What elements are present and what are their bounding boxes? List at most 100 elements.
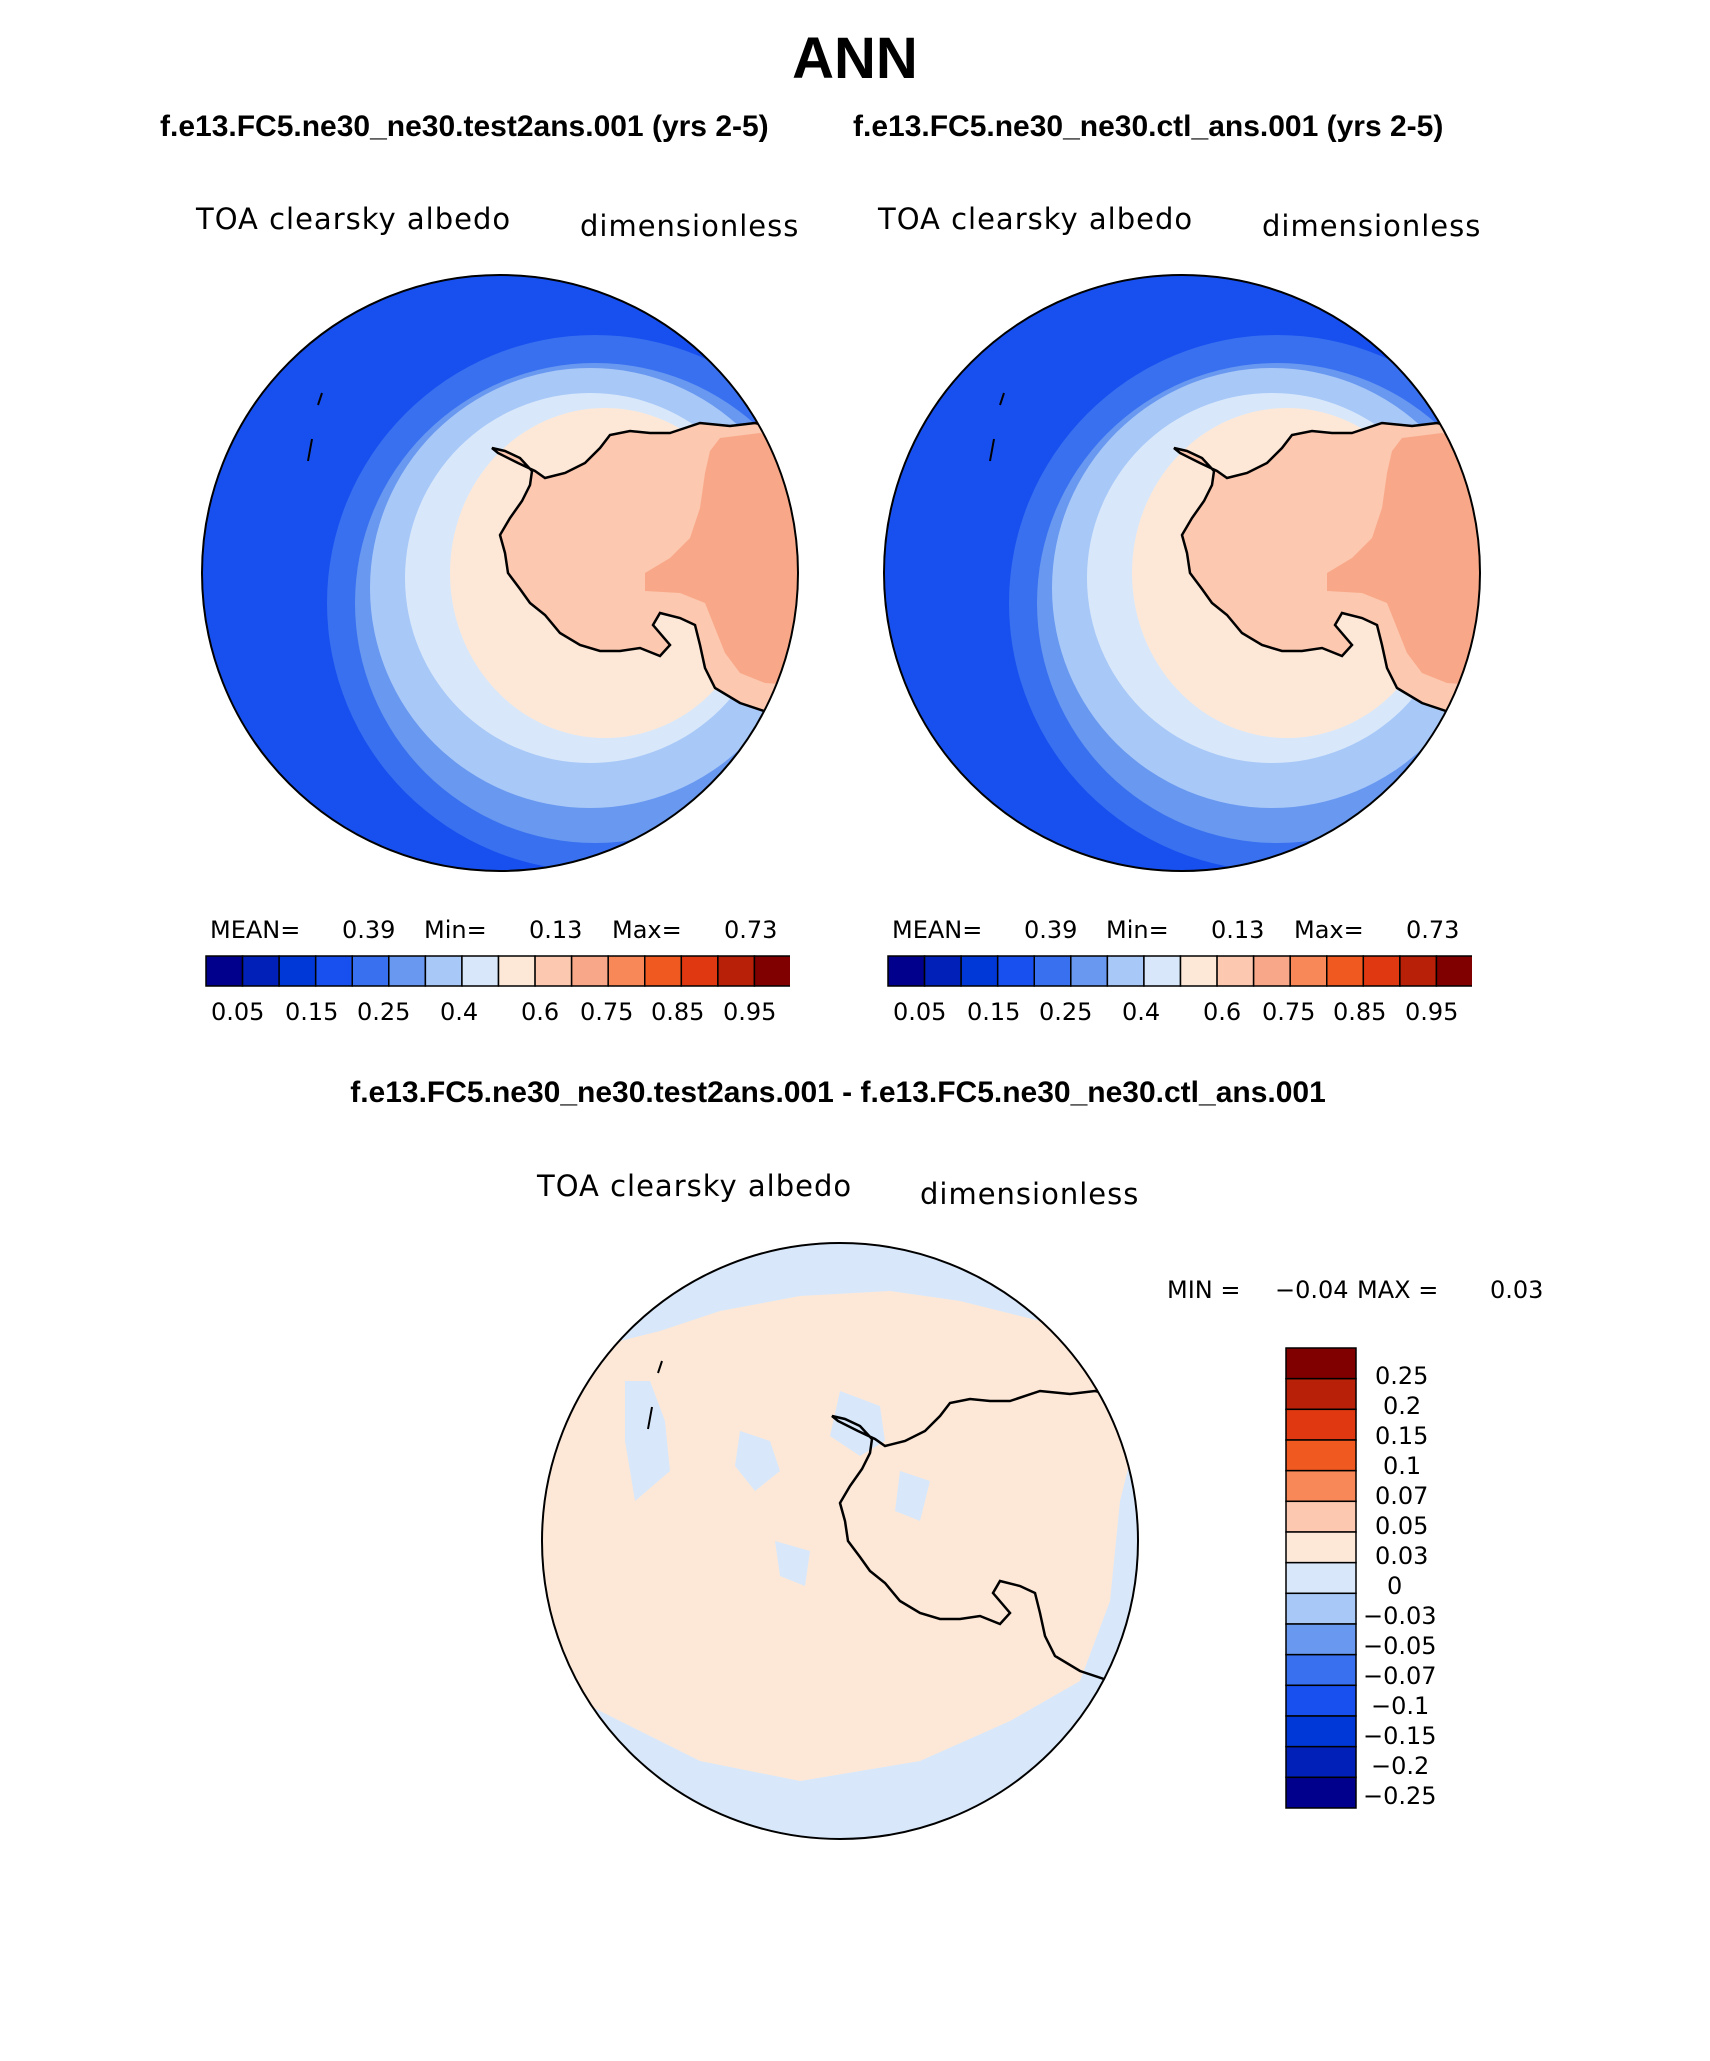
- colorbar-swatch: [753, 955, 790, 987]
- diff-cbar-tick: 0.05: [1375, 1512, 1429, 1540]
- colorbar-swatch: [680, 955, 719, 987]
- ctl-units-label: dimensionless: [1262, 209, 1482, 243]
- diff-case-title: f.e13.FC5.ne30_ne30.test2ans.001 - f.e13…: [350, 1076, 1326, 1109]
- colorbar-swatch: [1285, 1653, 1357, 1687]
- ctl-variable-label: TOA clearsky albedo: [878, 202, 1194, 236]
- colorbar-swatch: [1285, 1684, 1357, 1717]
- colorbar-swatch: [1285, 1592, 1357, 1625]
- ctl-cbar-tick: 0.05: [893, 998, 947, 1026]
- diff-max-value: 0.03: [1490, 1276, 1544, 1304]
- colorbar-swatch: [461, 955, 500, 987]
- colorbar-swatch: [1285, 1715, 1357, 1748]
- test-cbar-tick: 0.25: [357, 998, 411, 1026]
- diff-neg-region: [542, 1421, 1138, 1839]
- diff-cbar-tick: 0.15: [1375, 1422, 1429, 1450]
- ctl-min-label: Min=: [1106, 916, 1169, 944]
- ctl-max-value: 0.73: [1406, 916, 1460, 944]
- test-cbar-tick: 0.15: [285, 998, 339, 1026]
- colorbar-swatch: [1143, 955, 1182, 987]
- test-case-title: f.e13.FC5.ne30_ne30.test2ans.001 (yrs 2-…: [160, 110, 769, 143]
- diff-cbar-tick: 0: [1387, 1572, 1403, 1600]
- colorbar-swatch: [1179, 955, 1218, 987]
- figure-title: ANN: [792, 26, 918, 91]
- test-max-value: 0.73: [724, 916, 778, 944]
- test-colorbar: [205, 955, 790, 987]
- colorbar-swatch: [644, 955, 683, 987]
- colorbar-swatch: [996, 955, 1036, 987]
- map-border: [541, 1242, 1139, 1840]
- colorbar-swatch: [717, 955, 756, 987]
- ctl-cbar-tick: 0.75: [1262, 998, 1316, 1026]
- test-min-value: 0.13: [529, 916, 583, 944]
- colorbar-swatch: [497, 955, 536, 987]
- diff-neg-region: [895, 1471, 930, 1521]
- colorbar-swatch: [1106, 955, 1145, 987]
- colorbar-swatch: [1285, 1531, 1357, 1564]
- diff-cbar-tick: 0.07: [1375, 1482, 1429, 1510]
- colorbar-swatch: [1070, 955, 1109, 987]
- ctl-cbar-tick: 0.85: [1333, 998, 1387, 1026]
- colorbar-swatch: [1252, 955, 1291, 987]
- colorbar-swatch: [1285, 1408, 1357, 1441]
- colorbar-swatch: [1289, 955, 1328, 987]
- colorbar-swatch: [1285, 1623, 1357, 1656]
- diff-cbar-tick: 0.1: [1383, 1452, 1422, 1480]
- colorbar-swatch: [1362, 955, 1401, 987]
- colorbar-swatch: [1285, 1377, 1357, 1411]
- colorbar-swatch: [388, 955, 427, 987]
- colorbar-swatch: [1285, 1776, 1357, 1809]
- colorbar-swatch: [351, 955, 390, 987]
- colorbar-swatch: [424, 955, 463, 987]
- diff-neg-region: [775, 1541, 810, 1586]
- colorbar-swatch: [570, 955, 609, 987]
- test-cbar-tick: 0.4: [440, 998, 479, 1026]
- diff-cbar-tick: −0.05: [1363, 1632, 1437, 1660]
- colorbar-swatch: [278, 955, 317, 987]
- ctl-max-label: Max=: [1294, 916, 1364, 944]
- colorbar-swatch: [534, 955, 573, 987]
- colorbar-swatch: [887, 955, 926, 987]
- test-mean-value: 0.39: [342, 916, 396, 944]
- colorbar-swatch: [1285, 1500, 1357, 1533]
- diff-cbar-tick: −0.2: [1371, 1752, 1430, 1780]
- diff-units-label: dimensionless: [920, 1177, 1140, 1211]
- diff-cbar-tick: 0.2: [1383, 1392, 1422, 1420]
- colorbar-swatch: [1216, 955, 1255, 987]
- colorbar-swatch: [241, 955, 280, 987]
- colorbar-swatch: [923, 955, 962, 987]
- test-cbar-tick: 0.6: [521, 998, 560, 1026]
- diff-colorbar: [1285, 1347, 1357, 1809]
- colorbar-swatch: [1435, 955, 1472, 987]
- diff-cbar-tick: −0.15: [1363, 1722, 1437, 1750]
- diff-cbar-tick: −0.1: [1371, 1692, 1430, 1720]
- diff-max-label: MAX =: [1357, 1276, 1439, 1304]
- test-cbar-tick: 0.95: [723, 998, 777, 1026]
- diff-min-label: MIN =: [1167, 1276, 1241, 1304]
- colorbar-swatch: [205, 955, 244, 987]
- colorbar-swatch: [1285, 1561, 1357, 1595]
- diff-neg-region: [735, 1431, 780, 1491]
- map-border: [201, 274, 799, 872]
- ctl-mean-value: 0.39: [1024, 916, 1078, 944]
- diff-cbar-tick: −0.03: [1363, 1602, 1437, 1630]
- test-min-label: Min=: [424, 916, 487, 944]
- map-border: [883, 274, 1481, 872]
- colorbar-swatch: [1033, 955, 1072, 987]
- diff-variable-label: TOA clearsky albedo: [537, 1169, 853, 1203]
- diff-polar-map: [541, 1242, 1139, 1840]
- colorbar-swatch: [1326, 955, 1365, 987]
- ctl-cbar-tick: 0.25: [1039, 998, 1093, 1026]
- colorbar-swatch: [960, 955, 999, 987]
- colorbar-swatch: [1285, 1469, 1357, 1503]
- colorbar-swatch: [607, 955, 646, 987]
- ctl-mean-label: MEAN=: [892, 916, 983, 944]
- ctl-cbar-tick: 0.95: [1405, 998, 1459, 1026]
- diff-cbar-tick: −0.25: [1363, 1782, 1437, 1810]
- test-mean-label: MEAN=: [210, 916, 301, 944]
- test-cbar-tick: 0.75: [580, 998, 634, 1026]
- ctl-colorbar: [887, 955, 1472, 987]
- ctl-polar-map: [883, 274, 1481, 872]
- diff-pos-ring: [600, 1381, 1100, 1731]
- test-max-label: Max=: [612, 916, 682, 944]
- ctl-cbar-tick: 0.6: [1203, 998, 1242, 1026]
